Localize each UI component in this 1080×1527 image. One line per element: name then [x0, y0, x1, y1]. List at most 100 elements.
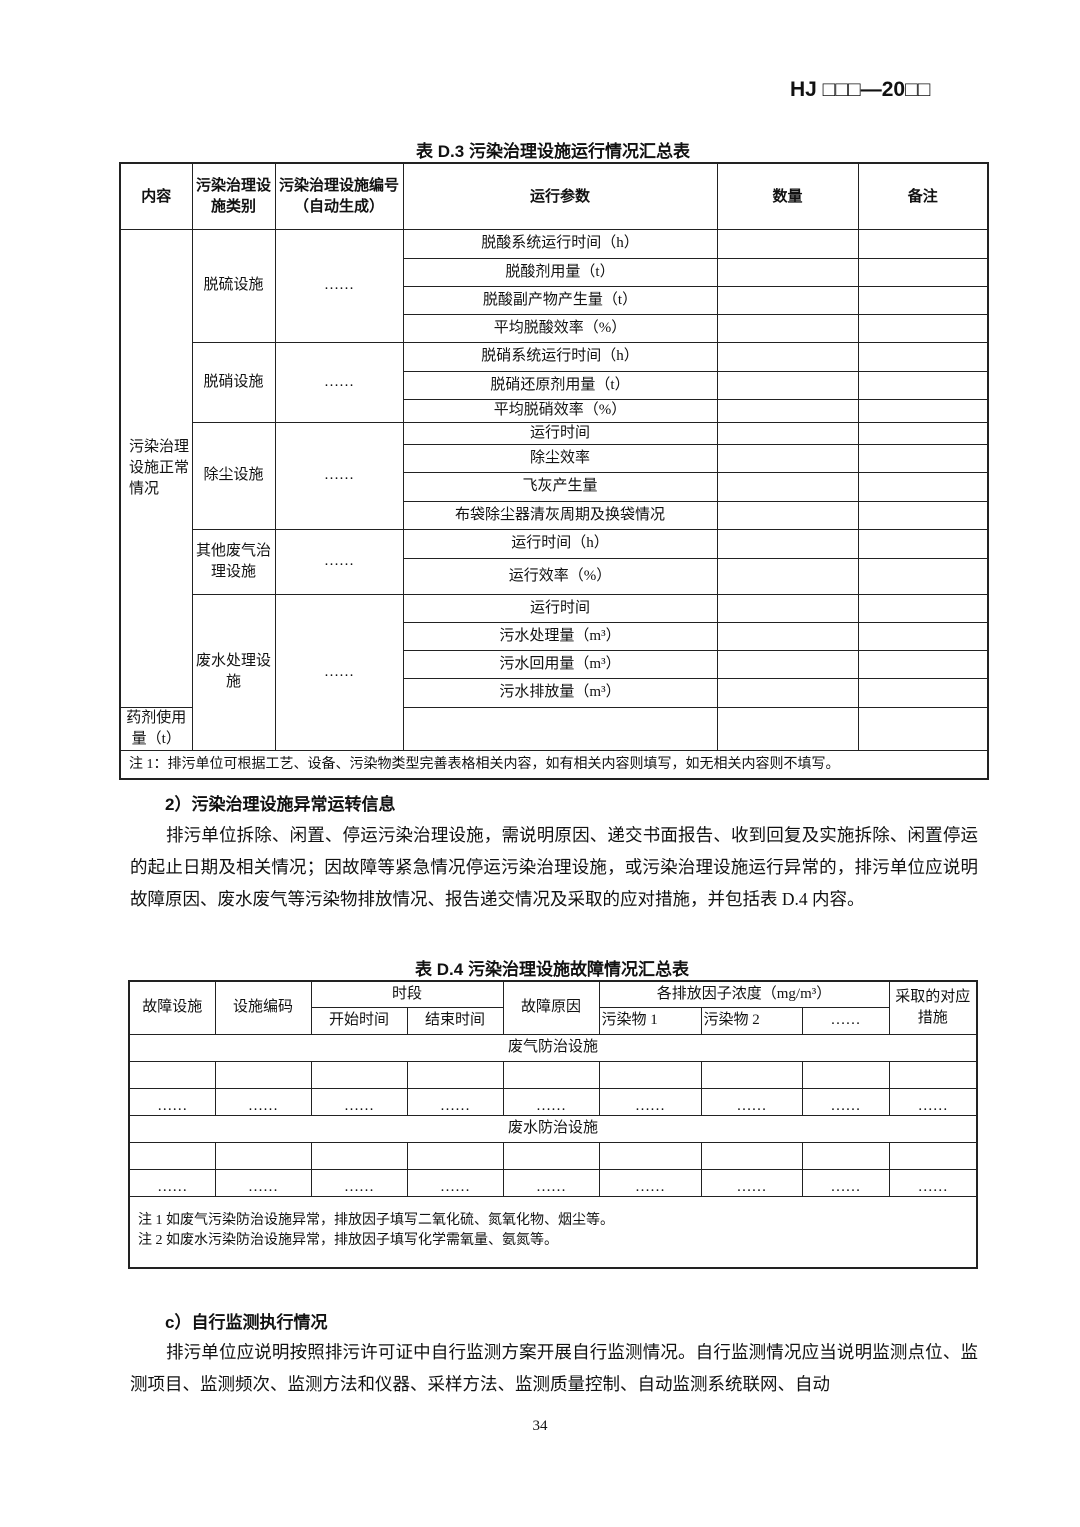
remark-cell[interactable] [857, 341, 989, 372]
param-cell: 污水排放量（m³） [402, 677, 718, 708]
data-cell[interactable] [502, 1060, 600, 1089]
quantity-cell[interactable] [716, 443, 859, 473]
quantity-cell[interactable] [716, 257, 859, 287]
page-number: 34 [532, 1418, 548, 1434]
remark-cell[interactable] [857, 370, 989, 400]
table-row: 除尘设施…… 运行时间 [120, 421, 989, 530]
section-2-title: 2）污染治理设施异常运转信息 [165, 795, 396, 814]
quantity-cell[interactable] [716, 500, 859, 530]
data-cell[interactable]: …… [214, 1087, 312, 1116]
data-cell[interactable]: …… [700, 1168, 803, 1197]
data-cell[interactable] [801, 1141, 890, 1170]
quantity-cell[interactable] [716, 228, 859, 259]
remark-cell[interactable] [857, 257, 989, 287]
remark-cell[interactable] [857, 649, 989, 679]
table-note: 注 1：排污单位可根据工艺、设备、污染物类型完善表格相关内容，如有相关内容则填写… [119, 749, 989, 780]
header-start: 开始时间 [310, 1006, 408, 1035]
quantity-cell[interactable] [716, 621, 859, 651]
quantity-cell[interactable] [402, 706, 718, 751]
remark-cell[interactable] [857, 528, 989, 559]
remark-cell[interactable] [857, 593, 989, 623]
quantity-cell[interactable] [716, 677, 859, 708]
quantity-cell[interactable] [716, 649, 859, 679]
data-cell[interactable] [406, 1141, 504, 1170]
param-cell: 飞灰产生量 [402, 471, 718, 502]
data-cell[interactable] [128, 1141, 216, 1170]
param-cell: 除尘效率 [402, 443, 718, 473]
data-cell[interactable] [502, 1141, 600, 1170]
remark-cell[interactable] [857, 285, 989, 315]
data-cell[interactable]: …… [310, 1168, 408, 1197]
remark-cell[interactable] [857, 621, 989, 651]
data-cell[interactable] [214, 1141, 312, 1170]
section-gas-facilities: 废气防治设施 [128, 1033, 978, 1062]
remark-cell[interactable] [857, 471, 989, 502]
table-row: 废水处理设施…… 运行时间 [120, 593, 989, 751]
header-content: 内容 [119, 162, 193, 230]
remark-cell[interactable] [857, 228, 989, 259]
data-cell[interactable]: …… [502, 1087, 600, 1116]
data-cell[interactable] [598, 1141, 702, 1170]
data-cell[interactable] [406, 1060, 504, 1089]
data-cell[interactable] [128, 1060, 216, 1089]
data-cell[interactable]: …… [801, 1168, 890, 1197]
param-cell: 药剂使用量（t） [119, 706, 193, 751]
data-cell[interactable]: …… [406, 1168, 504, 1197]
quantity-cell[interactable] [716, 370, 859, 400]
section-c-text: 排污单位应说明按照排污许可证中自行监测方案开展自行监测情况。自行监测情况应当说明… [130, 1342, 978, 1394]
data-cell[interactable] [700, 1060, 803, 1089]
remark-cell[interactable] [857, 677, 989, 708]
data-cell[interactable] [888, 1060, 978, 1089]
quantity-cell[interactable] [716, 285, 859, 315]
data-cell[interactable]: …… [502, 1168, 600, 1197]
data-cell[interactable]: …… [700, 1087, 803, 1116]
data-cell[interactable]: …… [598, 1168, 702, 1197]
data-cell[interactable] [888, 1141, 978, 1170]
data-cell[interactable] [310, 1141, 408, 1170]
remark-cell[interactable] [857, 557, 989, 595]
header-type: 污染治理设施类别 [191, 162, 276, 230]
table-row: 布袋除尘器清灰周期及换袋情况 [120, 500, 989, 530]
data-cell[interactable]: …… [888, 1168, 978, 1197]
param-cell: 脱酸副产物产生量（t） [402, 285, 718, 315]
table-row: 脱酸副产物产生量（t） [120, 285, 989, 315]
header-pollutant-1: 污染物 1 [598, 1006, 702, 1035]
data-cell[interactable]: …… [310, 1087, 408, 1116]
data-cell[interactable]: …… [128, 1168, 216, 1197]
table-row: 污水排放量（m³） [120, 677, 989, 708]
quantity-cell[interactable] [716, 593, 859, 623]
remark-cell[interactable] [857, 313, 989, 343]
quantity-cell[interactable] [716, 557, 859, 595]
data-cell[interactable]: …… [888, 1087, 978, 1116]
quantity-cell[interactable] [716, 471, 859, 502]
data-cell[interactable] [801, 1060, 890, 1089]
data-cell[interactable]: …… [128, 1087, 216, 1116]
header-more: …… [801, 1006, 890, 1035]
table-d4: 故障设施 设施编码 时段 故障原因 各排放因子浓度（mg/m³） 采取的对应措施… [128, 980, 979, 1269]
param-cell: 运行时间（h） [402, 528, 718, 559]
quantity-cell[interactable] [716, 528, 859, 559]
data-cell[interactable] [310, 1060, 408, 1089]
data-cell[interactable]: …… [406, 1087, 504, 1116]
quantity-cell[interactable] [716, 313, 859, 343]
data-cell[interactable] [214, 1060, 312, 1089]
table-row: ……………………………………………… [128, 1087, 978, 1116]
data-cell[interactable] [700, 1141, 803, 1170]
facility-id-cell: …… [274, 341, 404, 423]
remark-cell[interactable] [857, 500, 989, 530]
header-measure: 采取的对应措施 [888, 980, 978, 1035]
quantity-cell[interactable] [716, 421, 859, 445]
remark-cell[interactable] [716, 706, 859, 751]
remark-cell[interactable] [857, 443, 989, 473]
table-d3-caption: 表 D.3 污染治理设施运行情况汇总表 [416, 142, 690, 161]
facility-id-cell: …… [274, 593, 404, 751]
remark-cell[interactable] [857, 421, 989, 445]
quantity-cell[interactable] [716, 398, 859, 423]
data-cell[interactable] [598, 1060, 702, 1089]
data-cell[interactable]: …… [598, 1087, 702, 1116]
data-cell[interactable]: …… [214, 1168, 312, 1197]
header-period: 时段 [310, 980, 504, 1008]
remark-cell[interactable] [857, 398, 989, 423]
quantity-cell[interactable] [716, 341, 859, 372]
data-cell[interactable]: …… [801, 1087, 890, 1116]
